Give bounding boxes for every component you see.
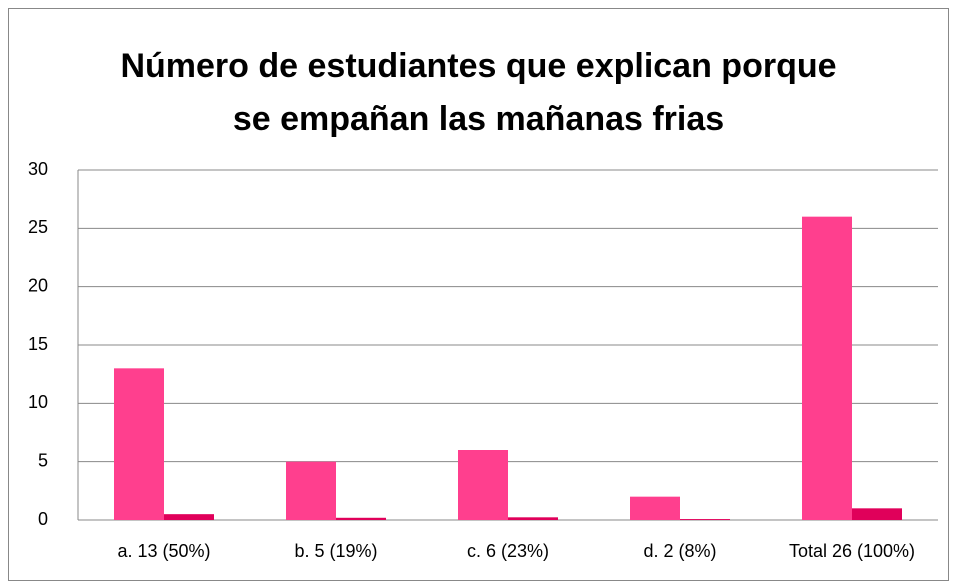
y-tick-label: 0 bbox=[38, 509, 48, 529]
bar bbox=[802, 216, 852, 520]
chart-title: Número de estudiantes que explican porqu… bbox=[120, 47, 837, 138]
x-tick-label: a. 13 (50%) bbox=[117, 541, 210, 561]
y-tick-label: 20 bbox=[28, 275, 48, 295]
x-tick-label: d. 2 (8%) bbox=[643, 541, 716, 561]
x-tick-label: Total 26 (100%) bbox=[789, 541, 915, 561]
x-tick-label: b. 5 (19%) bbox=[294, 541, 377, 561]
bar bbox=[164, 514, 214, 520]
bar bbox=[630, 496, 680, 520]
bar bbox=[680, 519, 730, 520]
bar bbox=[286, 461, 336, 520]
y-tick-label: 30 bbox=[28, 159, 48, 179]
bar bbox=[852, 508, 902, 520]
y-tick-label: 25 bbox=[28, 217, 48, 237]
bar bbox=[336, 517, 386, 520]
bar bbox=[458, 450, 508, 520]
bar bbox=[114, 368, 164, 520]
y-tick-label: 5 bbox=[38, 450, 48, 470]
y-tick-label: 15 bbox=[28, 334, 48, 354]
x-tick-label: c. 6 (23%) bbox=[467, 541, 549, 561]
bar bbox=[508, 517, 558, 520]
y-tick-label: 10 bbox=[28, 392, 48, 412]
